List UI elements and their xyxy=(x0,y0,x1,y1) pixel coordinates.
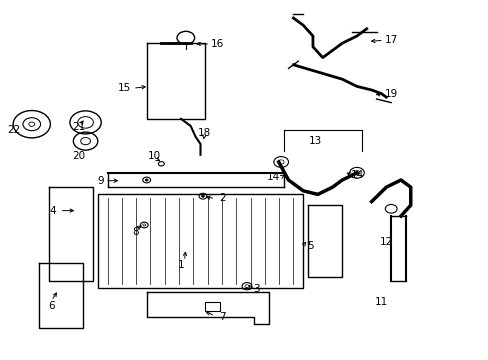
Text: 11: 11 xyxy=(374,297,387,307)
Circle shape xyxy=(145,179,148,181)
Text: 14: 14 xyxy=(349,170,363,180)
Text: 13: 13 xyxy=(308,136,322,146)
Text: 10: 10 xyxy=(147,150,160,161)
Text: 7: 7 xyxy=(219,312,225,322)
Text: 22: 22 xyxy=(7,125,20,135)
Text: 21: 21 xyxy=(72,122,86,132)
Text: 20: 20 xyxy=(73,150,85,161)
Text: 15: 15 xyxy=(118,83,131,93)
Text: 12: 12 xyxy=(379,237,392,247)
Text: 8: 8 xyxy=(132,227,139,237)
Text: 6: 6 xyxy=(48,301,55,311)
Text: 17: 17 xyxy=(384,35,397,45)
Circle shape xyxy=(201,195,204,197)
Text: 14: 14 xyxy=(266,172,280,182)
Text: 2: 2 xyxy=(219,193,225,203)
Text: 18: 18 xyxy=(197,128,211,138)
Text: 5: 5 xyxy=(306,240,313,251)
Text: 3: 3 xyxy=(253,284,260,294)
Text: 4: 4 xyxy=(49,206,56,216)
Text: 9: 9 xyxy=(97,176,103,186)
Text: 16: 16 xyxy=(210,39,224,49)
Text: 19: 19 xyxy=(384,89,397,99)
Text: 1: 1 xyxy=(177,260,184,270)
